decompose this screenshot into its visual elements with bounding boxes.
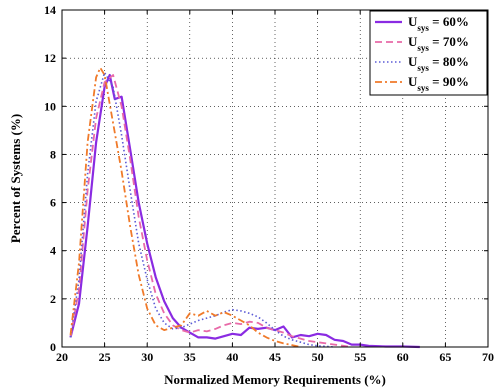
series-line-4	[69, 66, 301, 348]
x-tick-label: 50	[312, 350, 324, 364]
x-tick-label: 20	[56, 350, 68, 364]
x-tick-label: 30	[141, 350, 153, 364]
x-tick-label: 55	[354, 350, 366, 364]
legend-label-3: Usys = 80%	[408, 54, 469, 73]
x-tick-label: 70	[482, 350, 494, 364]
x-tick-label: 25	[99, 350, 111, 364]
axis-ticks: 20 25 30 35 40 45 50 55 60 65 70 0 2 4 6 8 10 12 14	[44, 3, 494, 364]
y-tick-label: 2	[50, 292, 56, 306]
y-axis-label: Percent of Systems (%)	[8, 114, 23, 243]
y-tick-label: 14	[44, 3, 56, 17]
y-tick-label: 4	[50, 244, 56, 258]
series-line-1	[69, 73, 420, 349]
legend-label-1: Usys = 60%	[408, 14, 469, 33]
grid	[62, 10, 488, 347]
y-tick-label: 6	[50, 196, 56, 210]
x-tick-label: 65	[439, 350, 451, 364]
x-axis-label: Normalized Memory Requirements (%)	[164, 372, 386, 387]
legend-box	[369, 10, 488, 96]
x-tick-label: 35	[184, 350, 196, 364]
legend: Usys = 60%Usys = 70%Usys = 80%Usys = 90%	[369, 10, 488, 96]
y-tick-label: 0	[50, 340, 56, 354]
x-tick-label: 45	[269, 350, 281, 364]
series-line-3	[69, 71, 335, 348]
y-tick-label: 10	[44, 99, 56, 113]
x-tick-label: 40	[226, 350, 238, 364]
x-tick-label: 60	[397, 350, 409, 364]
series-lines	[69, 66, 420, 349]
legend-label-4: Usys = 90%	[408, 74, 469, 93]
y-tick-label: 8	[50, 147, 56, 161]
y-tick-label: 12	[44, 51, 56, 65]
legend-label-2: Usys = 70%	[408, 34, 469, 53]
